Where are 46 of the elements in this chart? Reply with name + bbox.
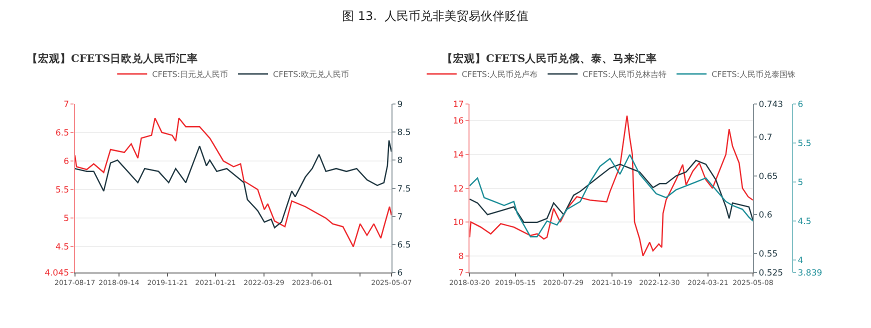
line-series — [470, 160, 753, 224]
line-series — [74, 117, 392, 248]
y2-tick-label: 0.6 — [758, 210, 772, 221]
y2-tick-label: 9 — [397, 100, 403, 110]
y-tick-label: 5.5 — [56, 186, 70, 196]
legend-label: CFETS:人民币兑卢布 — [462, 70, 538, 80]
y2-tick-label: 0.525 — [758, 268, 784, 279]
y2-tick-label: 0.55 — [758, 249, 778, 260]
y2-tick-label: 0.65 — [758, 172, 778, 182]
y-tick-label: 7 — [458, 268, 464, 279]
y3-tick-label: 5.5 — [798, 138, 812, 149]
y3-tick-label: 5 — [798, 178, 804, 188]
line-series — [470, 154, 753, 238]
y3-tick-label: 3.839 — [798, 268, 822, 279]
y-tick-label: 5 — [64, 214, 70, 224]
y3-tick-label: 6 — [798, 100, 804, 110]
y2-tick-label: 6.5 — [397, 240, 411, 251]
line-series — [470, 115, 753, 256]
y-tick-label: 16 — [452, 116, 464, 127]
legend-label: CFETS:日元兑人民币 — [152, 70, 228, 80]
y2-tick-label: 7.5 — [397, 184, 411, 194]
y-tick-label: 4.5 — [56, 242, 70, 253]
y-tick-label: 4.045 — [44, 268, 70, 279]
y2-tick-label: 0.743 — [758, 100, 784, 110]
legend-label: CFETS:欧元兑人民币 — [273, 70, 349, 80]
y2-tick-label: 8.5 — [397, 128, 411, 138]
y-tick-label: 12 — [452, 184, 464, 194]
legend-label: CFETS:人民币兑林吉特 — [582, 70, 667, 80]
chart-title: 【宏观】CFETS人民币兑俄、泰、马来汇率 — [442, 52, 658, 65]
y2-tick-label: 0.7 — [758, 133, 772, 144]
legend-label: CFETS:人民币兑泰国铢 — [712, 70, 796, 80]
y-tick-label: 10 — [452, 218, 464, 228]
line-series — [74, 140, 392, 228]
chart-title: 【宏观】CFETS日欧兑人民币汇率 — [27, 52, 198, 65]
y-tick-label: 17 — [452, 100, 464, 110]
y3-tick-label: 4 — [798, 256, 804, 266]
y2-tick-label: 7 — [397, 212, 403, 222]
y2-tick-label: 6 — [397, 268, 403, 279]
y-tick-label: 14 — [452, 150, 464, 160]
y2-tick-label: 8 — [397, 156, 403, 166]
y-tick-label: 6 — [64, 156, 70, 167]
y3-tick-label: 4.5 — [798, 217, 812, 228]
y-tick-label: 7 — [64, 100, 70, 110]
caption: 图 13. 人民币兑非美贸易伙伴贬值 — [342, 9, 529, 23]
y-tick-label: 6.5 — [56, 128, 70, 138]
y-tick-label: 8 — [458, 252, 464, 262]
